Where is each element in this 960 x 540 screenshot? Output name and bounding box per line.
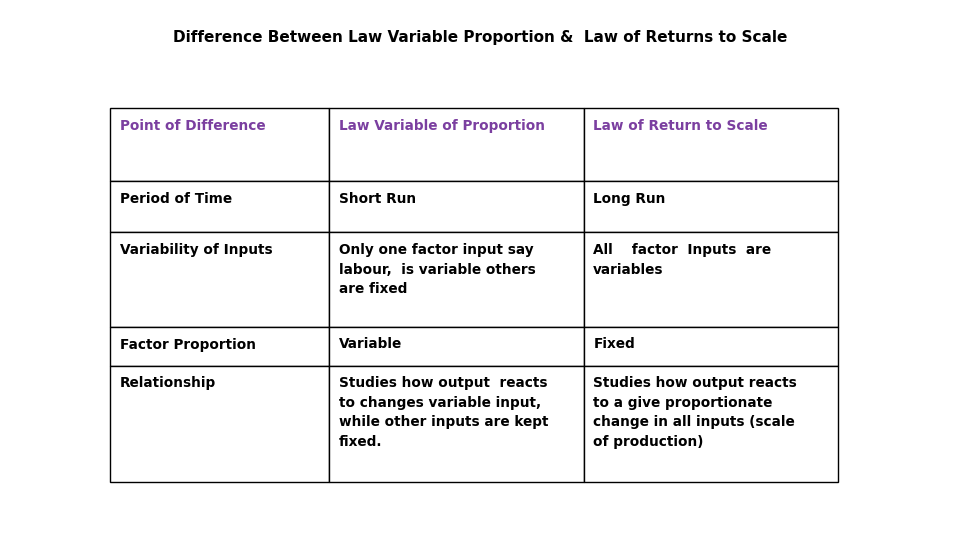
Text: Fixed: Fixed [593, 338, 635, 352]
Text: Point of Difference: Point of Difference [120, 119, 266, 133]
Bar [329, 108, 584, 181]
Bar [584, 366, 838, 482]
Text: Variability of Inputs: Variability of Inputs [120, 243, 273, 257]
Text: Factor Proportion: Factor Proportion [120, 338, 256, 352]
Bar [110, 232, 329, 327]
Bar [329, 366, 584, 482]
Bar [329, 181, 584, 232]
Text: Law Variable of Proportion: Law Variable of Proportion [339, 119, 545, 133]
Text: Short Run: Short Run [339, 192, 416, 206]
Text: Long Run: Long Run [593, 192, 665, 206]
Text: Only one factor input say
labour,  is variable others
are fixed: Only one factor input say labour, is var… [339, 243, 536, 296]
Bar [110, 108, 329, 181]
Text: Variable: Variable [339, 338, 402, 352]
Bar [584, 108, 838, 181]
Text: All    factor  Inputs  are
variables: All factor Inputs are variables [593, 243, 772, 276]
Bar [329, 327, 584, 366]
Text: Studies how output reacts
to a give proportionate
change in all inputs (scale
of: Studies how output reacts to a give prop… [593, 376, 797, 449]
Text: Period of Time: Period of Time [120, 192, 232, 206]
Bar [584, 327, 838, 366]
Bar [110, 327, 329, 366]
Text: Studies how output  reacts
to changes variable input,
while other inputs are kep: Studies how output reacts to changes var… [339, 376, 548, 449]
Bar [110, 366, 329, 482]
Bar [329, 232, 584, 327]
Text: Difference Between Law Variable Proportion &  Law of Returns to Scale: Difference Between Law Variable Proporti… [173, 30, 787, 45]
Bar [110, 181, 329, 232]
Text: Relationship: Relationship [120, 376, 216, 390]
Bar [584, 181, 838, 232]
Text: Law of Return to Scale: Law of Return to Scale [593, 119, 768, 133]
Bar [584, 232, 838, 327]
